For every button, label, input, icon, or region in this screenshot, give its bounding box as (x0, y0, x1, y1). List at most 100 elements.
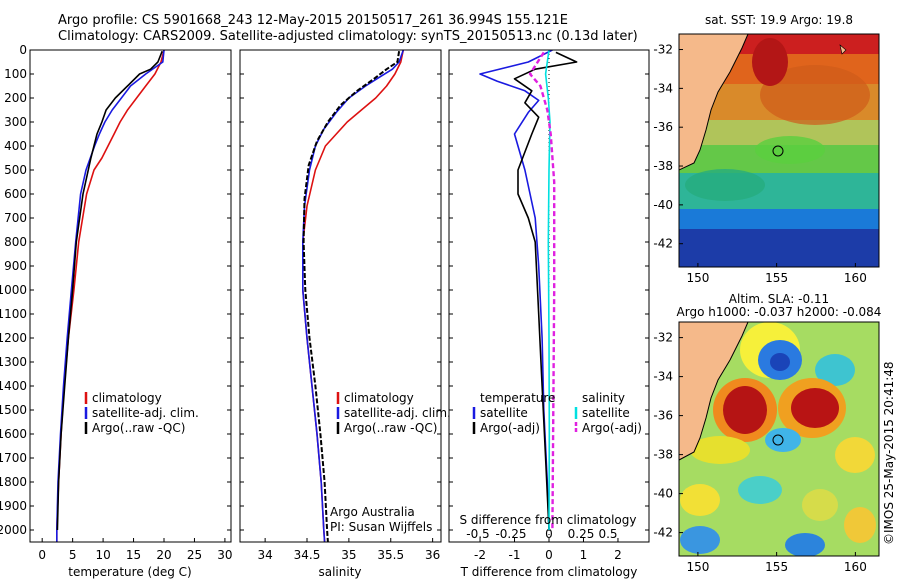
sla-high-east (791, 388, 839, 428)
series-line-t-argo-adj- (513, 51, 578, 531)
x-tick-label: 25 (187, 548, 202, 562)
salinity-axes-frame (239, 49, 442, 543)
series-line-s-satellite (544, 50, 551, 531)
depth-tick-label: 1200 (0, 331, 27, 345)
sst-green-patch (685, 169, 765, 201)
legend-t-argo-label: Argo(-adj) (480, 421, 540, 435)
depth-tick-label: 1900 (0, 499, 27, 513)
depth-tick-label: 1400 (0, 379, 27, 393)
legend-s-argo-label: Argo(-adj) (582, 421, 642, 435)
depth-tick-labels: 0 100 200 300 400 500 600 700 800 900 1000 1100 1200… (0, 43, 27, 537)
depth-tick-label: 1500 (0, 403, 27, 417)
difference-legend: temperature satellite Argo(-adj) salinit… (472, 391, 642, 435)
map-lat-label: -32 (653, 331, 673, 345)
header-title: Argo profile: CS 5901668_243 12-May-2015… (58, 13, 568, 28)
x-tick-label: 2 (614, 548, 622, 562)
temperature-axes-frame (29, 49, 232, 543)
sla-map-panel: Altim. SLA: -0.11 Argo h1000: -0.037 h20… (653, 292, 881, 574)
salinity-xlabel: salinity (318, 565, 361, 579)
legend-t-satellite-label: satellite (480, 406, 528, 420)
map-lon-label: 155 (765, 560, 788, 574)
sst-island (839, 44, 847, 55)
map-lon-label: 150 (686, 271, 709, 285)
series-line-satellite-adj-clim- (301, 50, 405, 542)
x-tick-label: 15 (126, 548, 141, 562)
s-tick-label: -0.25 (495, 527, 526, 541)
series-line-climatology (55, 50, 165, 542)
map-lon-label: 160 (844, 271, 867, 285)
x-tick-label: -2 (474, 548, 486, 562)
sst-cool-patch (755, 136, 825, 164)
header-subtitle: Climatology: CARS2009. Satellite-adjuste… (58, 29, 638, 44)
credit-argo-australia: Argo Australia (330, 505, 415, 519)
depth-tick-label: 1300 (0, 355, 27, 369)
legend-argo-label: Argo(..raw -QC) (92, 421, 185, 435)
map-lat-label: -38 (653, 448, 673, 462)
sst-warm-core (752, 38, 788, 86)
legend-temperature-title: temperature (480, 391, 555, 405)
legend-climatology-label: climatology (92, 391, 162, 405)
depth-tick-label: 700 (4, 211, 27, 225)
temperature-xlabel: temperature (deg C) (68, 565, 191, 579)
legend-climatology-label: climatology (344, 391, 414, 405)
depth-tick-label: 500 (4, 163, 27, 177)
s-tick-label: -0.5 (466, 527, 489, 541)
map-lon-label: 150 (686, 560, 709, 574)
depth-tick-label: 300 (4, 115, 27, 129)
depth-tick-label: 1700 (0, 451, 27, 465)
depth-tick-label: 800 (4, 235, 27, 249)
salinity-panel: 34 34.5 35 35.5 36 salinity climatology sate… (239, 49, 451, 579)
depth-tick-label: 600 (4, 187, 27, 201)
x-tick-label: 35 (341, 548, 356, 562)
salinity-legend: climatology satellite-adj. clim. Argo(..… (336, 391, 451, 435)
series-line-s-argo-adj- (528, 51, 556, 531)
depth-tick-label: 2000 (0, 523, 27, 537)
s-difference-label: S difference from climatology (460, 513, 637, 527)
legend-satellite-label: satellite-adj. clim. (344, 406, 451, 420)
series-line-t-satellite (479, 50, 553, 531)
x-tick-label: 34 (257, 548, 272, 562)
x-tick-label: 34.5 (294, 548, 321, 562)
temperature-legend: climatology satellite-adj. clim. Argo(..… (84, 391, 199, 435)
sla-map-subtitle: Argo h1000: -0.037 h2000: -0.084 (677, 305, 882, 319)
depth-tick-label: 1000 (0, 283, 27, 297)
x-tick-label: 1 (580, 548, 588, 562)
sst-land (679, 34, 749, 171)
map-lat-label: -40 (653, 487, 673, 501)
sla-map-title: Altim. SLA: -0.11 (729, 292, 829, 306)
sla-map-frame (678, 321, 880, 557)
map-lat-label: -34 (653, 81, 673, 95)
map-lat-label: -32 (653, 43, 673, 57)
legend-s-satellite-label: satellite (582, 406, 630, 420)
depth-tick-label: 400 (4, 139, 27, 153)
x-tick-label: 0 (545, 548, 553, 562)
depth-tick-label: 1100 (0, 307, 27, 321)
map-lon-label: 155 (765, 271, 788, 285)
x-tick-label: 5 (69, 548, 77, 562)
map-lon-label: 160 (844, 560, 867, 574)
depth-tick-label: 900 (4, 259, 27, 273)
sst-warm-eddy (760, 65, 870, 125)
map-lat-label: -34 (653, 370, 673, 384)
depth-tick-label: 100 (4, 67, 27, 81)
difference-axes-frame (448, 49, 650, 543)
sst-map-panel: sat. SST: 19.9 Argo: 19.8 150 155 160 -32 -3… (653, 13, 880, 285)
s-tick-label: 0.25 (568, 527, 595, 541)
credit-pi: PI: Susan Wijffels (330, 520, 432, 534)
depth-tick-label: 0 (19, 43, 27, 57)
map-lat-label: -36 (653, 120, 673, 134)
depth-tick-label: 1800 (0, 475, 27, 489)
x-tick-label: 10 (95, 548, 110, 562)
sla-high-west (723, 386, 767, 434)
legend-satellite-label: satellite-adj. clim. (92, 406, 199, 420)
map-lat-label: -36 (653, 409, 673, 423)
legend-argo-label: Argo(..raw -QC) (344, 421, 437, 435)
s-tick-label: 0.5 (598, 527, 617, 541)
x-tick-label: 35.5 (377, 548, 404, 562)
sst-map-title: sat. SST: 19.9 Argo: 19.8 (705, 13, 853, 27)
series-line-climatology (301, 50, 405, 542)
map-lat-label: -38 (653, 159, 673, 173)
series-line-argo-raw-qc- (302, 51, 401, 542)
x-tick-label: 0 (38, 548, 46, 562)
